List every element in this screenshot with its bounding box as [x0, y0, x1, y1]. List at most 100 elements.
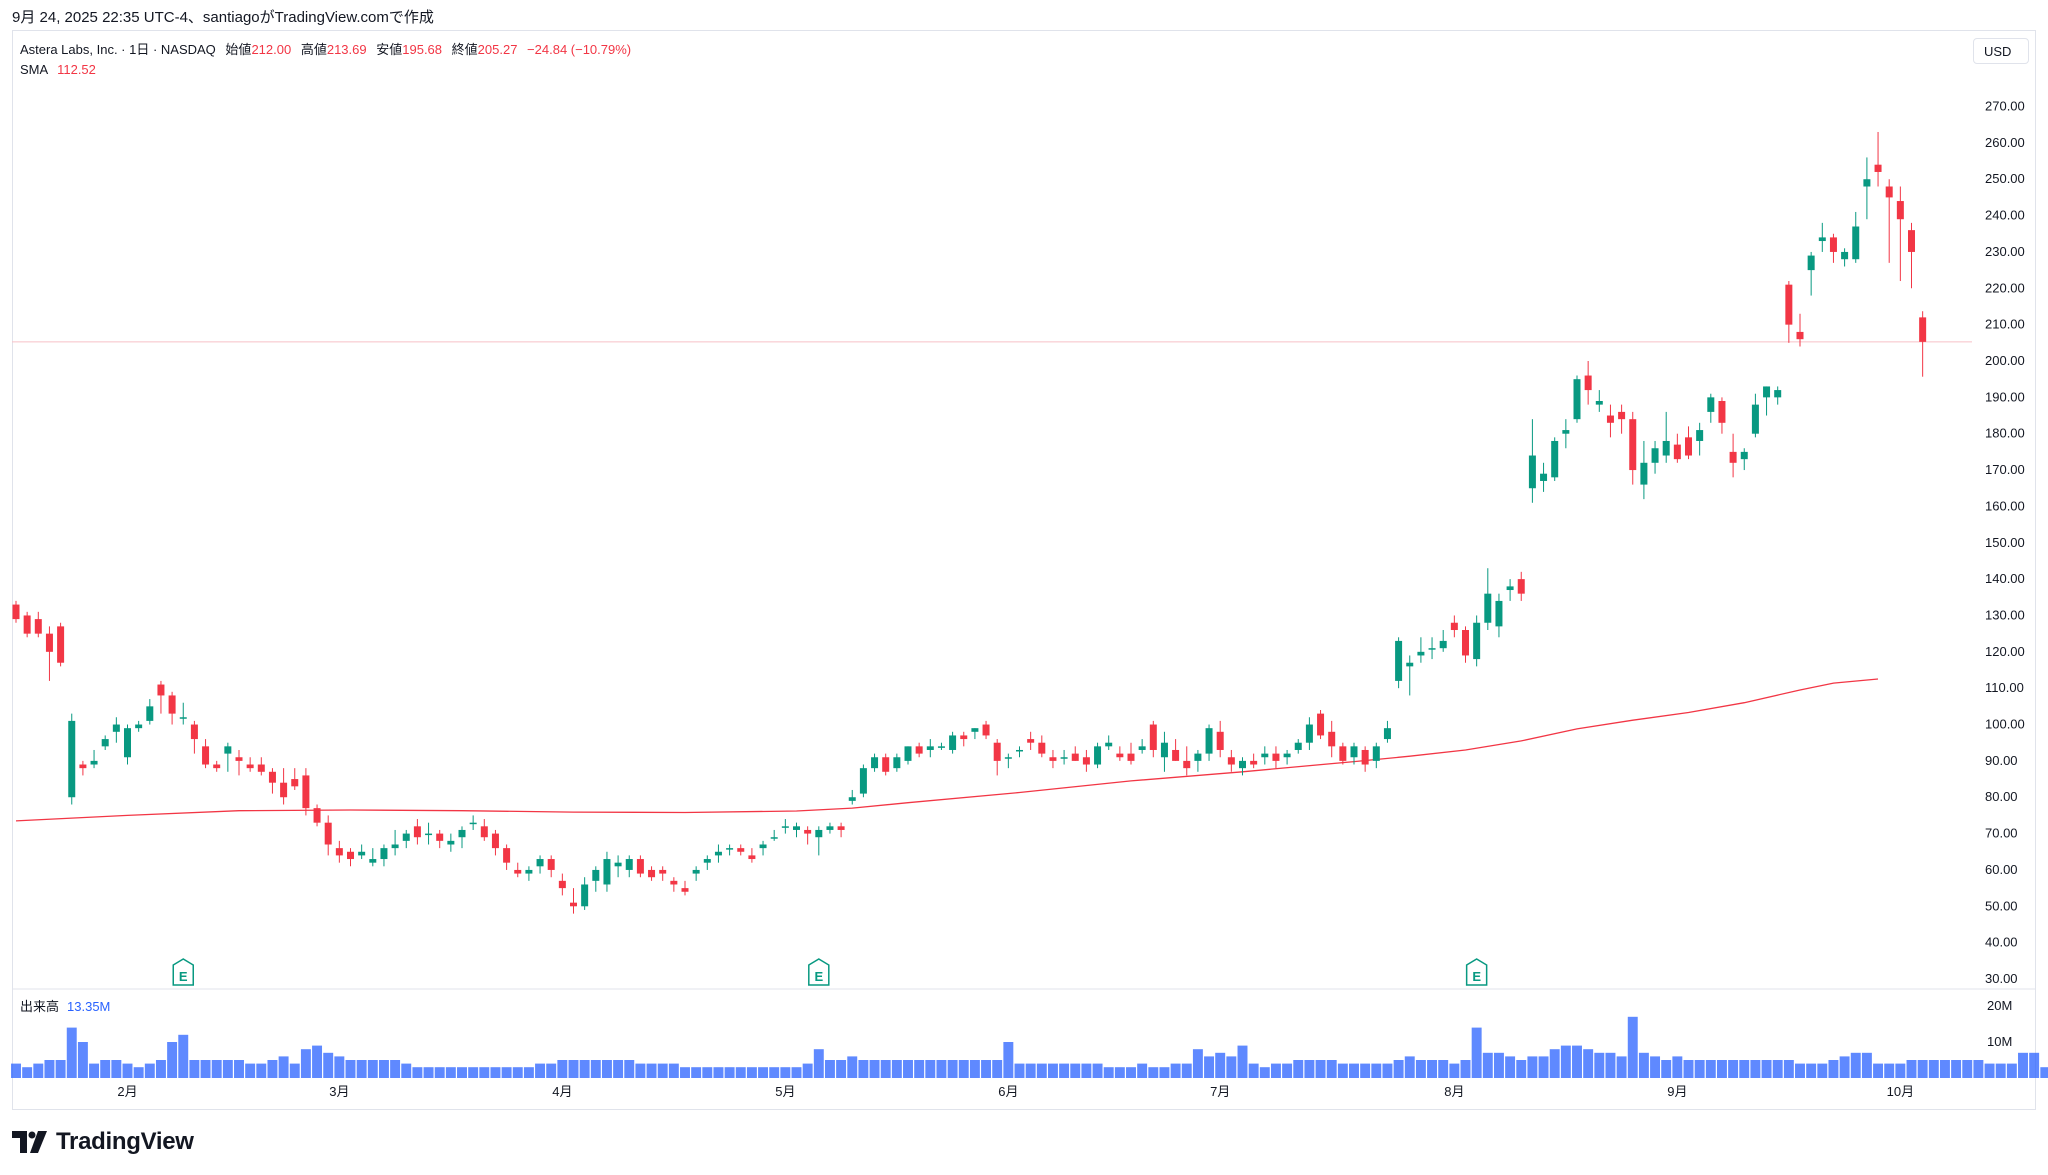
volume-bar-71 — [802, 1063, 813, 1078]
candle-body-104 — [1172, 749, 1180, 761]
volume-bar-72 — [813, 1049, 824, 1078]
earnings-marker-label-2: E — [1472, 969, 1481, 984]
candle-body-77 — [871, 757, 879, 769]
candle-body-86 — [971, 728, 979, 732]
candle-body-143 — [1606, 415, 1614, 423]
volume-bar-112 — [1259, 1067, 1270, 1078]
candle-body-100 — [1127, 753, 1135, 761]
candle-body-79 — [893, 757, 901, 769]
volume-bar-62 — [702, 1067, 713, 1078]
x-tick-label-4: 6月 — [998, 1084, 1018, 1099]
tradingview-brand[interactable]: TradingView — [12, 1128, 194, 1156]
candle-body-146 — [1640, 462, 1648, 485]
high-value: 213.69 — [326, 42, 367, 57]
candle-body-123 — [1383, 728, 1391, 740]
volume-bar-9 — [111, 1060, 122, 1078]
candle-body-155 — [1740, 451, 1748, 460]
volume-bar-172 — [1928, 1060, 1939, 1078]
candle-body-118 — [1328, 731, 1336, 747]
open-value: 212.00 — [251, 42, 292, 57]
volume-bar-117 — [1315, 1060, 1326, 1078]
volume-bar-2 — [33, 1063, 44, 1078]
candle-body-13 — [157, 684, 165, 696]
y-tick-label-22: 250.00 — [1985, 171, 2025, 186]
candle-body-98 — [1105, 742, 1113, 747]
volume-bar-59 — [668, 1063, 679, 1078]
candle-body-82 — [926, 746, 934, 750]
candle-body-81 — [915, 746, 923, 754]
candle-body-153 — [1718, 400, 1726, 423]
symbol-title[interactable]: Astera Labs, Inc. · 1日 · NASDAQ — [20, 42, 216, 57]
volume-bar-89 — [1003, 1042, 1014, 1078]
high-label: 高値 — [300, 42, 327, 57]
candle-body-14 — [168, 695, 176, 714]
candle-body-47 — [536, 859, 544, 867]
candle-body-97 — [1094, 746, 1102, 765]
candle-body-103 — [1160, 742, 1168, 758]
candle-body-106 — [1194, 753, 1202, 761]
volume-bar-70 — [791, 1067, 802, 1078]
volume-bar-56 — [635, 1063, 646, 1078]
y-tick-label-9: 120.00 — [1985, 644, 2025, 659]
candle-body-99 — [1116, 753, 1124, 758]
volume-bar-153 — [1716, 1060, 1727, 1078]
volume-bar-95 — [1070, 1063, 1081, 1078]
candle-body-151 — [1696, 430, 1704, 441]
volume-bar-148 — [1661, 1060, 1672, 1078]
volume-bar-82 — [925, 1060, 936, 1078]
candle-body-95 — [1071, 753, 1079, 761]
candle-body-108 — [1216, 731, 1224, 750]
candle-body-125 — [1406, 662, 1414, 667]
volume-bar-34 — [390, 1060, 401, 1078]
volume-legend[interactable]: 出来高 13.35M — [20, 996, 110, 1015]
volume-bar-16 — [189, 1060, 200, 1078]
candle-body-32 — [369, 859, 377, 863]
currency-button[interactable]: USD — [1973, 38, 2029, 64]
volume-bar-87 — [981, 1060, 992, 1078]
x-tick-label-0: 2月 — [117, 1084, 137, 1099]
candle-body-58 — [659, 869, 667, 874]
candle-body-109 — [1227, 757, 1235, 765]
volume-bar-27 — [312, 1045, 323, 1078]
volume-bar-64 — [724, 1067, 735, 1078]
candle-body-55 — [625, 859, 633, 870]
open-label: 始値 — [225, 42, 252, 57]
candle-body-3 — [45, 633, 53, 652]
candle-body-69 — [781, 826, 789, 828]
candle-body-49 — [558, 880, 566, 889]
candle-body-29 — [335, 848, 343, 856]
candle-body-122 — [1372, 746, 1380, 761]
volume-bar-90 — [1014, 1063, 1025, 1078]
y-tick-label-1: 40.00 — [1985, 935, 2018, 950]
volume-bar-54 — [613, 1060, 624, 1078]
volume-bar-85 — [958, 1060, 969, 1078]
earnings-marker-2 — [1465, 958, 1488, 986]
y-tick-label-10: 130.00 — [1985, 607, 2025, 622]
candle-body-164 — [1841, 251, 1849, 260]
volume-bar-99 — [1114, 1067, 1125, 1078]
candle-body-117 — [1317, 713, 1325, 736]
volume-bar-41 — [468, 1067, 479, 1078]
volume-bar-88 — [992, 1060, 1003, 1078]
volume-bar-166 — [1861, 1052, 1872, 1078]
volume-bar-31 — [356, 1060, 367, 1078]
candle-body-84 — [949, 735, 957, 750]
candle-body-165 — [1852, 226, 1860, 260]
volume-bar-76 — [858, 1060, 869, 1078]
candle-body-88 — [993, 742, 1001, 761]
candle-body-168 — [1885, 186, 1893, 198]
volume-bar-32 — [367, 1060, 378, 1078]
x-tick-label-3: 5月 — [775, 1084, 795, 1099]
volume-value: 13.35M — [67, 999, 111, 1014]
volume-bar-143 — [1605, 1052, 1616, 1078]
volume-bar-125 — [1404, 1056, 1415, 1078]
volume-bar-37 — [423, 1067, 434, 1078]
candle-body-107 — [1205, 728, 1213, 754]
candle-body-171 — [1919, 317, 1927, 342]
volume-bar-158 — [1772, 1060, 1783, 1078]
candle-body-141 — [1584, 375, 1592, 391]
volume-bar-109 — [1226, 1056, 1237, 1078]
candle-body-67 — [759, 844, 767, 849]
sma-legend-row[interactable]: SMA 112.52 — [20, 60, 631, 80]
